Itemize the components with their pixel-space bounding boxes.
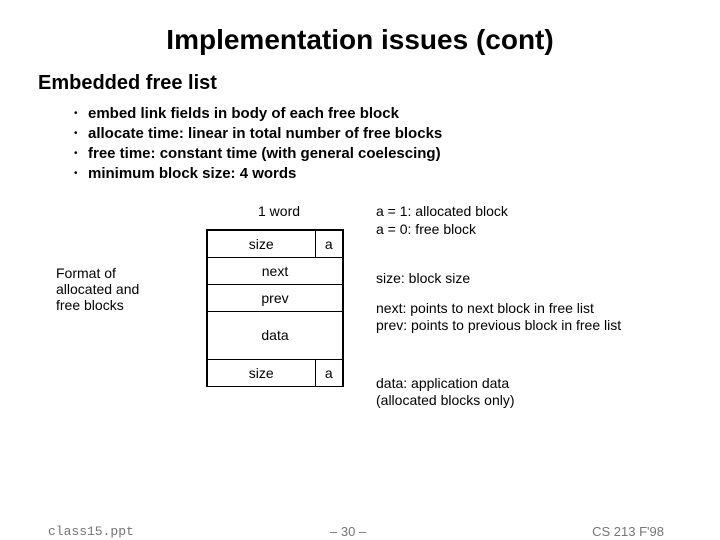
note-line: next: points to next block in free list <box>376 300 706 318</box>
note-line: prev: points to previous block in free l… <box>376 317 706 335</box>
bullet-dot-icon: • <box>74 165 88 183</box>
note-line: a = 1: allocated block <box>376 203 706 221</box>
footer-filename: class15.ppt <box>48 524 134 539</box>
table-row: prev <box>207 284 343 311</box>
one-word-label: 1 word <box>258 203 300 219</box>
diagram-area: 1 word Format of allocated and free bloc… <box>0 203 720 433</box>
table-row: size a <box>207 359 343 386</box>
bullet-text: free time: constant time (with general c… <box>88 145 441 162</box>
list-item: • free time: constant time (with general… <box>74 145 720 165</box>
note-size: size: block size <box>376 270 706 288</box>
note-data: data: application data (allocated blocks… <box>376 375 706 410</box>
note-pointers: next: points to next block in free list … <box>376 300 706 335</box>
note-a-flag: a = 1: allocated block a = 0: free block <box>376 203 706 238</box>
cell-a-bot: a <box>315 359 343 386</box>
cell-data: data <box>207 311 343 359</box>
bullet-text: minimum block size: 4 words <box>88 165 296 182</box>
table-row: next <box>207 257 343 284</box>
note-line: a = 0: free block <box>376 221 706 239</box>
block-format-caption: Format of allocated and free blocks <box>56 265 186 313</box>
block-layout-table: size a next prev data size a <box>206 229 344 387</box>
legend-notes: a = 1: allocated block a = 0: free block… <box>376 203 706 410</box>
section-subtitle: Embedded free list <box>0 56 720 95</box>
footer-course: CS 213 F'98 <box>592 524 664 539</box>
cell-next: next <box>207 257 343 284</box>
caption-line: allocated and <box>56 281 186 297</box>
bullet-text: allocate time: linear in total number of… <box>88 125 442 142</box>
bullet-text: embed link fields in body of each free b… <box>88 105 399 122</box>
page-title: Implementation issues (cont) <box>0 0 720 56</box>
bullet-dot-icon: • <box>74 145 88 163</box>
bullet-list: • embed link fields in body of each free… <box>0 95 720 185</box>
bullet-dot-icon: • <box>74 105 88 123</box>
list-item: • allocate time: linear in total number … <box>74 125 720 145</box>
note-line: data: application data <box>376 375 706 393</box>
list-item: • embed link fields in body of each free… <box>74 105 720 125</box>
list-item: • minimum block size: 4 words <box>74 165 720 185</box>
bullet-dot-icon: • <box>74 125 88 143</box>
table-row: size a <box>207 230 343 257</box>
cell-size-bot: size <box>207 359 315 386</box>
footer-page-number: – 30 – <box>330 524 366 539</box>
note-line: (allocated blocks only) <box>376 392 706 410</box>
caption-line: free blocks <box>56 297 186 313</box>
cell-prev: prev <box>207 284 343 311</box>
caption-line: Format of <box>56 265 186 281</box>
cell-size-top: size <box>207 230 315 257</box>
cell-a-top: a <box>315 230 343 257</box>
table-row: data <box>207 311 343 359</box>
